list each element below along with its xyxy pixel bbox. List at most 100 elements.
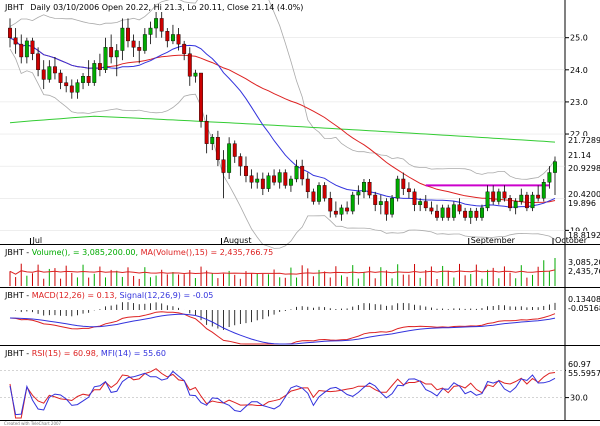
value-label: 60.97 bbox=[568, 360, 591, 369]
candle-body bbox=[8, 27, 12, 38]
value-label: 20.9298 bbox=[568, 164, 600, 173]
candle-body bbox=[485, 191, 490, 209]
value-label-bg bbox=[566, 267, 600, 276]
candle-body bbox=[384, 201, 389, 215]
value-label-bg bbox=[566, 190, 600, 199]
candle-body bbox=[58, 72, 63, 83]
volume-panel-label: JBHT - Volume(), = 3,085,200.00, MA(Volu… bbox=[4, 248, 273, 257]
candle-body bbox=[154, 18, 159, 29]
long-ma-line bbox=[9, 115, 556, 143]
candle-body bbox=[19, 43, 24, 58]
candle-body bbox=[350, 194, 355, 212]
macd-panel-label: JBHT - MACD(12,26) = 0.13, Signal(12,26,… bbox=[4, 291, 213, 300]
price-gridlines bbox=[0, 37, 565, 231]
candle-body bbox=[474, 210, 479, 218]
volume-value-labels: 3,085,2002,435,767 bbox=[566, 258, 600, 276]
value-label: 3,085,200 bbox=[568, 258, 600, 267]
date-axis-labels: Jul August September October bbox=[29, 236, 588, 245]
candle-body bbox=[418, 201, 423, 205]
signal-line bbox=[9, 313, 556, 345]
candle-body bbox=[524, 194, 529, 209]
candle-body bbox=[204, 120, 209, 144]
rsi-level-lines bbox=[0, 370, 565, 398]
candle-body bbox=[373, 194, 378, 205]
date-tick-label: Jul bbox=[31, 236, 42, 245]
mfi-line bbox=[9, 370, 556, 416]
lower-band bbox=[9, 48, 556, 249]
macd-value-labels: 0.134080-0.051685 bbox=[566, 295, 600, 313]
candle-body bbox=[288, 178, 293, 186]
candle-body bbox=[300, 165, 305, 180]
candle-body bbox=[170, 34, 175, 42]
rsi-tick-label: 30.0 bbox=[570, 394, 588, 403]
bollinger-bands bbox=[9, 0, 556, 249]
candle-body bbox=[305, 178, 310, 193]
symbol-label: JBHT bbox=[4, 3, 24, 12]
rsi-panel-label: JBHT - RSI(15) = 60.98, MFI(14) = 55.60 bbox=[4, 349, 166, 358]
candle-body bbox=[260, 178, 265, 189]
candle-body bbox=[114, 50, 119, 58]
value-label-bg bbox=[566, 164, 600, 173]
candle-body bbox=[502, 191, 507, 199]
date-tick-label: September bbox=[471, 236, 516, 245]
value-label: 18.8192 bbox=[568, 231, 600, 240]
candle-body bbox=[451, 204, 456, 218]
candle-body bbox=[317, 185, 321, 202]
candle-body bbox=[244, 165, 248, 176]
value-label-bg bbox=[566, 231, 600, 240]
volume-ma-line bbox=[9, 269, 556, 275]
candle-body bbox=[333, 210, 338, 215]
ohlc-label: Daily 03/10/2006 Open 20.22, Hi 21.3, Lo… bbox=[30, 3, 303, 12]
candle-body bbox=[412, 191, 417, 205]
candle-body bbox=[272, 175, 277, 183]
macd-line bbox=[9, 311, 556, 345]
macd-histogram bbox=[15, 302, 556, 330]
candle-body bbox=[362, 181, 366, 193]
candle-body bbox=[322, 185, 327, 199]
volume-prefix: JBHT - bbox=[4, 248, 32, 257]
candle-body bbox=[238, 156, 243, 167]
candle-body bbox=[277, 172, 282, 183]
value-label-bg bbox=[566, 304, 600, 313]
mfi-label: MFI(14) = 55.60 bbox=[98, 349, 166, 358]
price-tick-label: 24.0 bbox=[570, 66, 588, 75]
candle-body bbox=[227, 143, 232, 173]
candle-body bbox=[221, 159, 226, 173]
volume-panel: JBHT - Volume(), = 3,085,200.00, MA(Volu… bbox=[0, 245, 600, 288]
candle-body bbox=[193, 72, 198, 77]
candle-body bbox=[249, 175, 254, 183]
candle-body bbox=[468, 210, 473, 218]
upper-band bbox=[9, 0, 556, 180]
value-label-bg bbox=[566, 151, 600, 160]
candle-body bbox=[148, 27, 153, 35]
chart-title: JBHT Daily 03/10/2006 Open 20.22, Hi 21.… bbox=[4, 3, 303, 12]
candle-body bbox=[199, 72, 203, 122]
candle-body bbox=[210, 137, 215, 144]
candle-body bbox=[446, 207, 451, 218]
candle-body bbox=[294, 165, 299, 180]
candle-body bbox=[176, 34, 181, 45]
candle-body bbox=[81, 76, 85, 83]
candle-body bbox=[232, 143, 237, 157]
rsi-panel: JBHT - RSI(15) = 60.98, MFI(14) = 55.60 … bbox=[0, 346, 600, 421]
candle-body bbox=[13, 37, 18, 45]
value-label: 55.5957 bbox=[568, 369, 600, 378]
date-tick-label: August bbox=[224, 236, 252, 245]
candle-body bbox=[131, 40, 136, 48]
candle-body bbox=[41, 69, 46, 80]
candle-body bbox=[356, 191, 361, 196]
candle-body bbox=[457, 204, 462, 212]
candle-body bbox=[406, 188, 411, 193]
rsi-line bbox=[9, 368, 556, 419]
candle-body bbox=[508, 198, 512, 209]
candle-body bbox=[215, 137, 220, 160]
macd-panel: JBHT - MACD(12,26) = 0.13, Signal(12,26,… bbox=[0, 288, 600, 346]
value-label: -0.051685 bbox=[568, 304, 600, 313]
candle-body bbox=[126, 27, 130, 42]
candle-body bbox=[159, 18, 164, 32]
candle-body bbox=[541, 181, 546, 199]
candle-body bbox=[36, 53, 41, 71]
candle-body bbox=[378, 201, 383, 205]
